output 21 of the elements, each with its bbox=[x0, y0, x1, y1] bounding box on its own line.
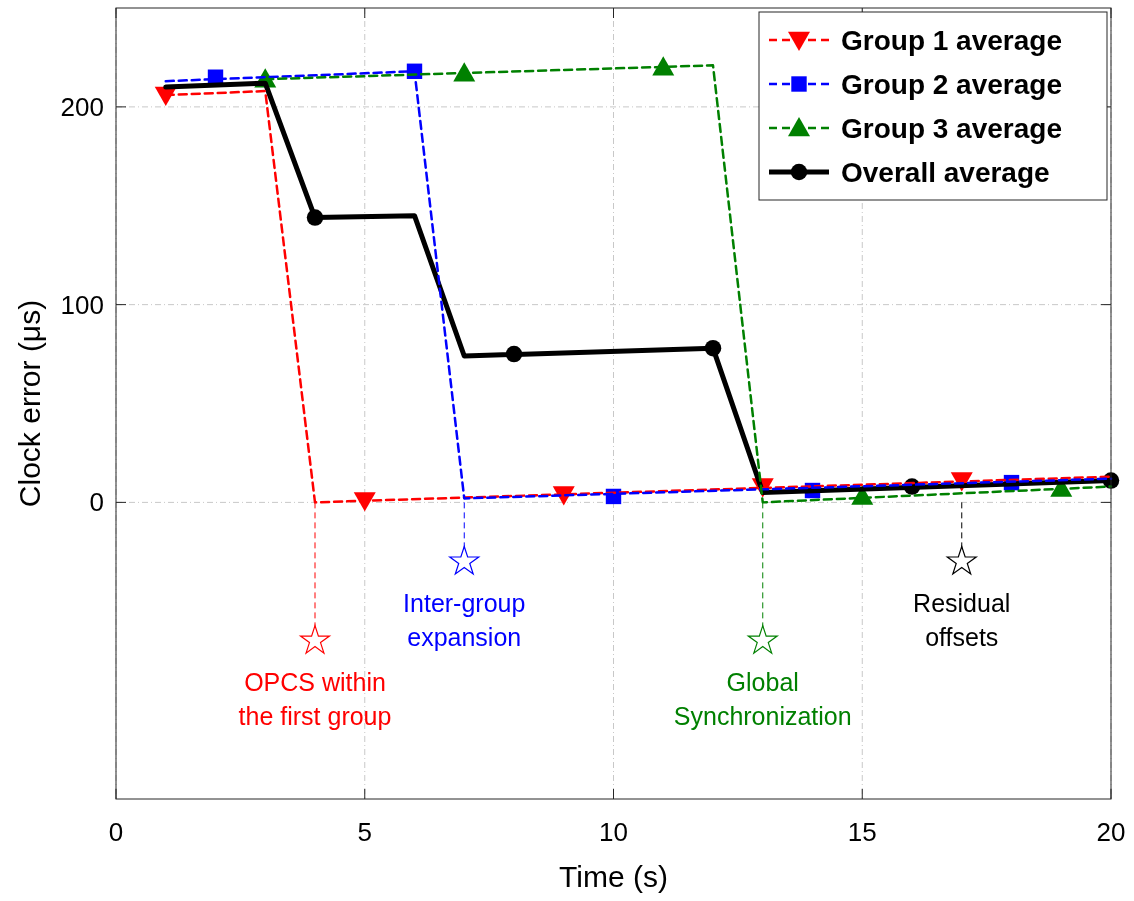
annotation: OPCS within the first group bbox=[238, 667, 392, 730]
annotation: Global Synchronization bbox=[673, 667, 852, 730]
x-tick-label: 20 bbox=[1096, 817, 1126, 847]
x-tick-label: 5 bbox=[357, 817, 372, 847]
legend-label: Group 3 average bbox=[841, 113, 1062, 144]
point bbox=[453, 62, 476, 82]
legend-label: Group 1 average bbox=[841, 25, 1062, 56]
x-tick-label: 0 bbox=[108, 817, 124, 847]
y-tick-label: 0 bbox=[89, 487, 104, 518]
y-tick-label: 200 bbox=[60, 91, 104, 122]
y-tick-label: 100 bbox=[60, 289, 104, 320]
x-tick-label: 15 bbox=[847, 817, 877, 847]
y-axis-title: Clock error (μs) bbox=[13, 299, 46, 508]
point bbox=[652, 56, 675, 76]
x-tick-label: 10 bbox=[599, 817, 628, 847]
point bbox=[353, 492, 376, 512]
legend-label: Group 2 average bbox=[841, 69, 1062, 100]
legend-label: Overall average bbox=[841, 157, 1050, 188]
annotation: Residual offsets bbox=[913, 588, 1011, 651]
annotation: Inter-group expansion bbox=[403, 588, 526, 651]
x-axis-title: Time (s) bbox=[559, 860, 668, 893]
